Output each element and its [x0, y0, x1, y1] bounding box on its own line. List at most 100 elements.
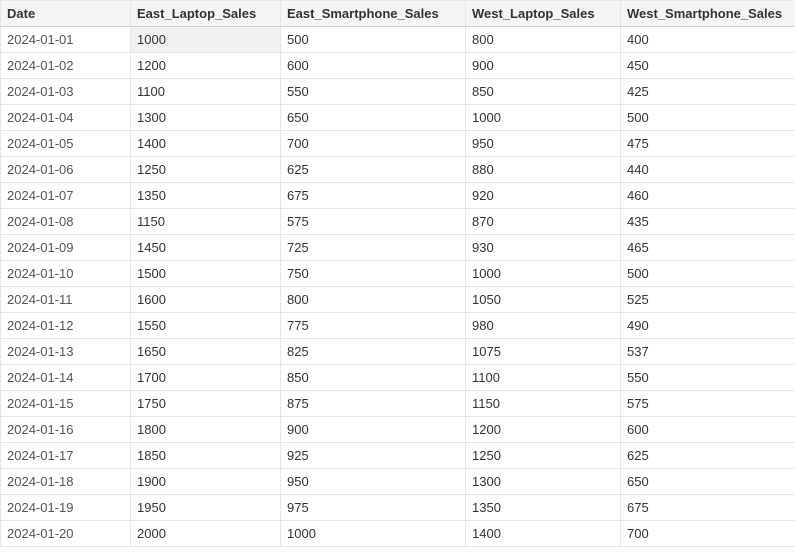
cell-value[interactable]: 1850	[131, 443, 281, 469]
cell-value[interactable]: 875	[281, 391, 466, 417]
cell-date[interactable]: 2024-01-17	[1, 443, 131, 469]
cell-value[interactable]: 1200	[131, 53, 281, 79]
cell-value[interactable]: 900	[466, 53, 621, 79]
cell-date[interactable]: 2024-01-18	[1, 469, 131, 495]
cell-value[interactable]: 925	[281, 443, 466, 469]
cell-value[interactable]: 800	[281, 287, 466, 313]
col-header-date[interactable]: Date	[1, 1, 131, 27]
cell-date[interactable]: 2024-01-10	[1, 261, 131, 287]
cell-value[interactable]: 500	[281, 27, 466, 53]
cell-date[interactable]: 2024-01-07	[1, 183, 131, 209]
cell-value[interactable]: 500	[621, 261, 795, 287]
cell-date[interactable]: 2024-01-05	[1, 131, 131, 157]
cell-value[interactable]: 625	[281, 157, 466, 183]
cell-date[interactable]: 2024-01-19	[1, 495, 131, 521]
cell-value[interactable]: 550	[621, 365, 795, 391]
cell-value[interactable]: 1350	[466, 495, 621, 521]
cell-value[interactable]: 1600	[131, 287, 281, 313]
cell-value[interactable]: 1400	[131, 131, 281, 157]
cell-value[interactable]: 490	[621, 313, 795, 339]
cell-date[interactable]: 2024-01-15	[1, 391, 131, 417]
cell-value[interactable]: 850	[466, 79, 621, 105]
cell-value[interactable]: 440	[621, 157, 795, 183]
cell-value[interactable]: 1500	[131, 261, 281, 287]
cell-value[interactable]: 825	[281, 339, 466, 365]
cell-value[interactable]: 460	[621, 183, 795, 209]
col-header-west-smartphone[interactable]: West_Smartphone_Sales	[621, 1, 795, 27]
cell-value[interactable]: 650	[621, 469, 795, 495]
cell-value[interactable]: 950	[281, 469, 466, 495]
cell-value[interactable]: 1950	[131, 495, 281, 521]
cell-value[interactable]: 435	[621, 209, 795, 235]
sales-data-table[interactable]: Date East_Laptop_Sales East_Smartphone_S…	[0, 0, 795, 547]
cell-value[interactable]: 600	[621, 417, 795, 443]
cell-value[interactable]: 850	[281, 365, 466, 391]
cell-value[interactable]: 1200	[466, 417, 621, 443]
cell-date[interactable]: 2024-01-16	[1, 417, 131, 443]
cell-value[interactable]: 775	[281, 313, 466, 339]
cell-date[interactable]: 2024-01-01	[1, 27, 131, 53]
cell-value[interactable]: 625	[621, 443, 795, 469]
cell-value[interactable]: 537	[621, 339, 795, 365]
cell-value[interactable]: 550	[281, 79, 466, 105]
cell-value[interactable]: 2000	[131, 521, 281, 547]
cell-date[interactable]: 2024-01-11	[1, 287, 131, 313]
cell-value[interactable]: 880	[466, 157, 621, 183]
cell-date[interactable]: 2024-01-06	[1, 157, 131, 183]
cell-value[interactable]: 1100	[466, 365, 621, 391]
cell-value[interactable]: 1250	[466, 443, 621, 469]
cell-value[interactable]: 1000	[131, 27, 281, 53]
col-header-east-smartphone[interactable]: East_Smartphone_Sales	[281, 1, 466, 27]
cell-value[interactable]: 700	[281, 131, 466, 157]
cell-date[interactable]: 2024-01-20	[1, 521, 131, 547]
cell-value[interactable]: 980	[466, 313, 621, 339]
cell-value[interactable]: 525	[621, 287, 795, 313]
cell-value[interactable]: 575	[621, 391, 795, 417]
cell-value[interactable]: 1750	[131, 391, 281, 417]
cell-value[interactable]: 950	[466, 131, 621, 157]
cell-value[interactable]: 400	[621, 27, 795, 53]
cell-value[interactable]: 650	[281, 105, 466, 131]
cell-value[interactable]: 1450	[131, 235, 281, 261]
cell-value[interactable]: 475	[621, 131, 795, 157]
col-header-east-laptop[interactable]: East_Laptop_Sales	[131, 1, 281, 27]
cell-value[interactable]: 800	[466, 27, 621, 53]
cell-value[interactable]: 1000	[466, 261, 621, 287]
cell-value[interactable]: 1150	[466, 391, 621, 417]
cell-value[interactable]: 1000	[466, 105, 621, 131]
cell-value[interactable]: 1550	[131, 313, 281, 339]
cell-value[interactable]: 870	[466, 209, 621, 235]
cell-date[interactable]: 2024-01-04	[1, 105, 131, 131]
cell-value[interactable]: 1650	[131, 339, 281, 365]
cell-date[interactable]: 2024-01-09	[1, 235, 131, 261]
cell-value[interactable]: 900	[281, 417, 466, 443]
cell-value[interactable]: 1700	[131, 365, 281, 391]
cell-value[interactable]: 465	[621, 235, 795, 261]
cell-date[interactable]: 2024-01-14	[1, 365, 131, 391]
cell-value[interactable]: 700	[621, 521, 795, 547]
cell-value[interactable]: 1150	[131, 209, 281, 235]
cell-value[interactable]: 1350	[131, 183, 281, 209]
cell-date[interactable]: 2024-01-13	[1, 339, 131, 365]
cell-date[interactable]: 2024-01-12	[1, 313, 131, 339]
cell-date[interactable]: 2024-01-02	[1, 53, 131, 79]
cell-value[interactable]: 600	[281, 53, 466, 79]
cell-value[interactable]: 975	[281, 495, 466, 521]
cell-value[interactable]: 1050	[466, 287, 621, 313]
cell-value[interactable]: 1000	[281, 521, 466, 547]
cell-value[interactable]: 1250	[131, 157, 281, 183]
col-header-west-laptop[interactable]: West_Laptop_Sales	[466, 1, 621, 27]
cell-value[interactable]: 675	[621, 495, 795, 521]
cell-value[interactable]: 1900	[131, 469, 281, 495]
cell-date[interactable]: 2024-01-03	[1, 79, 131, 105]
cell-value[interactable]: 575	[281, 209, 466, 235]
cell-value[interactable]: 500	[621, 105, 795, 131]
cell-value[interactable]: 675	[281, 183, 466, 209]
cell-date[interactable]: 2024-01-08	[1, 209, 131, 235]
cell-value[interactable]: 920	[466, 183, 621, 209]
cell-value[interactable]: 1800	[131, 417, 281, 443]
cell-value[interactable]: 1075	[466, 339, 621, 365]
cell-value[interactable]: 425	[621, 79, 795, 105]
cell-value[interactable]: 725	[281, 235, 466, 261]
cell-value[interactable]: 1300	[466, 469, 621, 495]
